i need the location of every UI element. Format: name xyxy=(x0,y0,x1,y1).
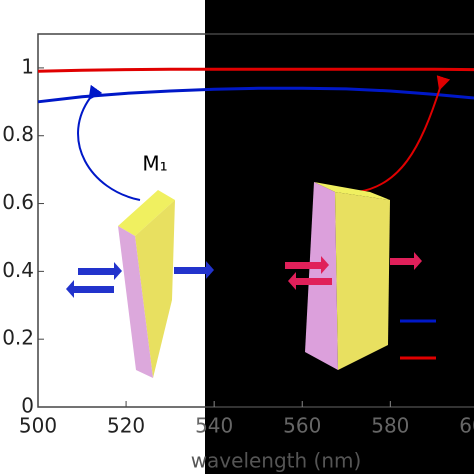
y-tick-label: 0.8 xyxy=(2,122,34,146)
x-tick-label: 500 xyxy=(19,414,57,438)
y-tick-label: 0.2 xyxy=(2,326,34,350)
x-tick-label: 580 xyxy=(371,414,409,438)
x-tick-label: 560 xyxy=(283,414,321,438)
x-tick-label: 600 xyxy=(459,414,474,438)
y-tick-label: 0.6 xyxy=(2,190,34,214)
x-tick-label: 520 xyxy=(107,414,145,438)
plot-area xyxy=(37,33,474,408)
axes-frame xyxy=(37,33,474,408)
x-axis-label: wavelength (nm) xyxy=(191,449,362,473)
y-tick-label: 1 xyxy=(21,54,34,78)
illustration xyxy=(66,75,451,378)
annotation: M₁ xyxy=(142,152,167,176)
y-tick-label: 0.4 xyxy=(2,258,34,282)
series-line xyxy=(37,67,474,73)
y-tick-label: 0 xyxy=(21,394,34,418)
series-line xyxy=(37,86,474,104)
x-tick-label: 540 xyxy=(195,414,233,438)
